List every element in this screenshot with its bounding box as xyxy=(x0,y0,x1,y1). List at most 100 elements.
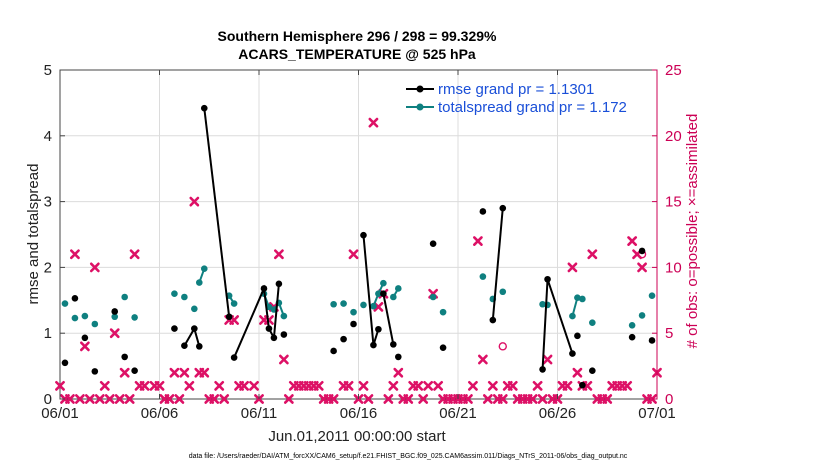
obs-assimilated-marker xyxy=(423,380,434,391)
rmse-point xyxy=(375,325,382,333)
rmse-point xyxy=(121,353,128,361)
obs-assimilated-marker xyxy=(264,315,274,325)
rmse-point xyxy=(390,341,397,348)
rmse-point xyxy=(196,343,203,350)
obs-assimilated-marker xyxy=(527,394,538,404)
spread-point xyxy=(439,308,447,316)
x-tick-label: 07/01 xyxy=(638,405,676,422)
rmse-point xyxy=(499,204,507,212)
obs-assimilated-marker xyxy=(343,380,354,391)
rmse-point xyxy=(589,367,596,375)
y-tick-label: 4 xyxy=(44,128,52,145)
obs-assimilated-marker xyxy=(219,394,230,404)
spread-point xyxy=(91,320,99,328)
x-tick-label: 06/11 xyxy=(241,405,277,422)
x-tick-label: 06/26 xyxy=(539,405,577,422)
obs-assimilated-marker xyxy=(482,394,493,404)
spread-point xyxy=(628,322,636,329)
spread-point xyxy=(375,290,382,298)
rmse-point xyxy=(350,320,357,328)
rmse-point xyxy=(479,208,487,215)
spread-point xyxy=(121,293,128,301)
spread-point xyxy=(589,319,596,326)
rmse-point xyxy=(275,280,283,288)
y-axis-label: rmse and totalspread xyxy=(25,164,42,305)
rmse-point xyxy=(360,231,367,239)
spread-point xyxy=(539,300,546,308)
obs-assimilated-marker xyxy=(55,380,65,391)
obs-assimilated-marker xyxy=(313,380,324,391)
chart-title-line1: Southern Hemisphere 296 / 298 = 99.329% xyxy=(218,28,498,44)
obs-assimilated-marker xyxy=(179,367,190,378)
rmse-point xyxy=(71,295,79,302)
obs-assimilated-marker xyxy=(433,380,444,391)
obs-assimilated-marker xyxy=(104,394,115,404)
obs-assimilated-marker xyxy=(542,354,553,365)
spread-point xyxy=(638,312,646,319)
spread-point xyxy=(196,279,203,286)
spread-point xyxy=(350,308,357,316)
obs-assimilated-marker xyxy=(189,196,200,207)
x-tick-label: 06/21 xyxy=(439,405,477,422)
obs-assimilated-marker xyxy=(164,394,175,404)
obs-assimilated-marker xyxy=(109,328,120,339)
rmse-point xyxy=(230,354,238,361)
obs-assimilated-marker xyxy=(532,380,543,391)
chart-title-line2: ACARS_TEMPERATURE @ 525 hPa xyxy=(238,46,476,62)
obs-assimilated-marker xyxy=(84,394,95,404)
rmse-point xyxy=(270,334,278,342)
rmse-point xyxy=(265,325,273,332)
rmse-point xyxy=(638,247,646,255)
rmse-point xyxy=(380,290,387,298)
spread-point xyxy=(61,300,69,307)
rmse-point xyxy=(539,366,546,373)
obs-assimilated-marker xyxy=(129,249,140,260)
x-tick-label: 06/01 xyxy=(41,405,79,422)
obs-assimilated-marker xyxy=(487,380,498,391)
obs-assimilated-marker xyxy=(463,394,473,404)
rmse-point xyxy=(191,325,198,332)
obs-assimilated-marker xyxy=(249,380,259,391)
rmse-point xyxy=(429,240,437,248)
obs-assimilated-marker xyxy=(278,354,289,365)
rmse-point xyxy=(171,325,178,332)
spread-point xyxy=(111,313,119,321)
rmse-point xyxy=(81,334,89,342)
y-right-tick-label: 5 xyxy=(665,325,673,342)
obs-assimilated-marker xyxy=(124,394,135,404)
obs-assimilated-marker xyxy=(622,380,633,391)
obs-assimilated-marker xyxy=(169,367,180,378)
obs-assimilated-marker xyxy=(214,380,225,391)
obs-assimilated-marker xyxy=(468,380,478,391)
rmse-point xyxy=(131,367,138,375)
spread-point xyxy=(370,302,377,310)
y-axis-right-label: # of obs: o=possible; ×=assimilated xyxy=(684,114,701,349)
rmse-point xyxy=(61,359,69,367)
rmse-point xyxy=(200,104,208,112)
spread-point xyxy=(171,290,178,298)
obs-assimilated-marker xyxy=(388,380,399,391)
obs-assimilated-marker xyxy=(567,262,578,273)
y-tick-label: 5 xyxy=(44,62,52,79)
obs-assimilated-marker xyxy=(537,394,548,404)
obs-assimilated-marker xyxy=(139,380,150,391)
rmse-line-segment xyxy=(382,293,395,345)
rmse-point xyxy=(648,337,656,344)
obs-assimilated-marker xyxy=(418,394,429,404)
obs-assimilated-marker xyxy=(328,394,339,404)
rmse-point xyxy=(91,368,99,375)
obs-assimilated-marker xyxy=(507,380,518,391)
y-right-tick-label: 15 xyxy=(665,194,682,211)
spread-point xyxy=(131,314,138,321)
spread-point xyxy=(181,293,188,301)
obs-assimilated-marker xyxy=(75,394,85,404)
y-tick-label: 2 xyxy=(44,259,52,276)
spread-point xyxy=(569,312,576,320)
spread-point xyxy=(574,294,581,301)
obs-assimilated-marker xyxy=(403,394,414,404)
rmse-point xyxy=(260,285,268,292)
legend-spread-label: totalspread grand pr = 1.172 xyxy=(438,99,627,116)
y-tick-label: 3 xyxy=(44,194,52,211)
rmse-point xyxy=(225,313,233,321)
spread-point xyxy=(429,293,437,301)
